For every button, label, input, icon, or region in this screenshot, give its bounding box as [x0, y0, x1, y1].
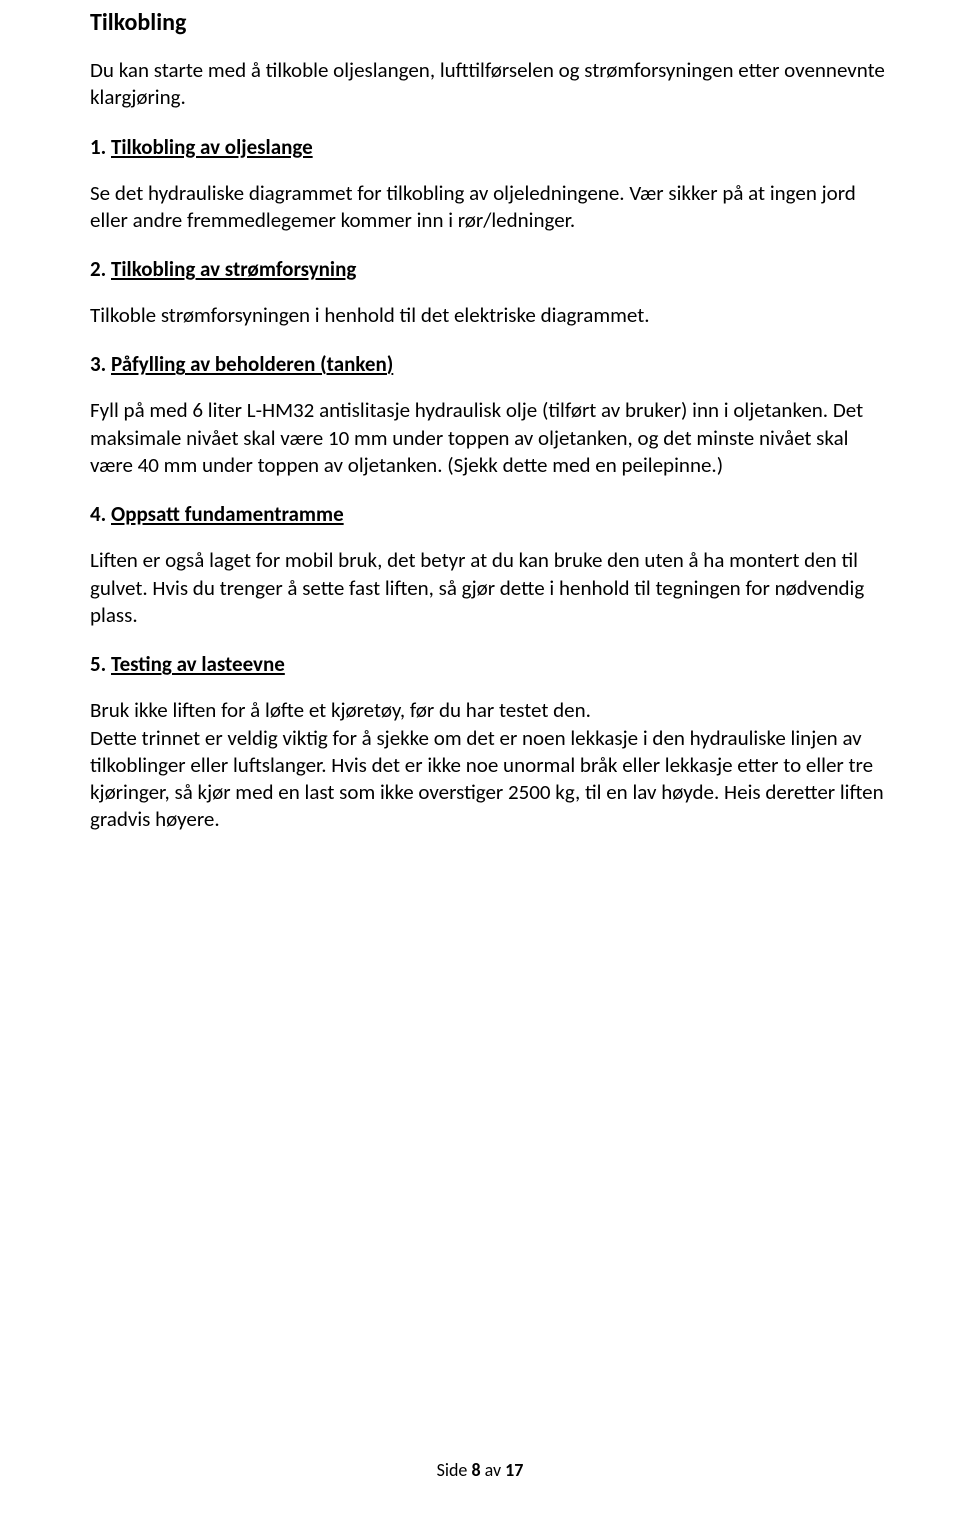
section3-heading: 3. Påfylling av beholderen (tanken): [90, 351, 890, 377]
footer-post: av: [481, 1459, 506, 1481]
section1-title: Tilkobling av oljeslange: [111, 134, 313, 160]
section1-heading: 1. Tilkobling av oljeslange: [90, 134, 890, 160]
section4-heading: 4. Oppsatt fundamentramme: [90, 501, 890, 527]
section3-number: 3.: [90, 351, 111, 377]
section4-title: Oppsatt fundamentramme: [111, 501, 344, 527]
section3-title: Påfylling av beholderen (tanken): [111, 351, 393, 377]
section5-title: Testing av lasteevne: [111, 651, 285, 677]
section5-body: Bruk ikke liften for å løfte et kjøretøy…: [90, 697, 890, 833]
section1-number: 1.: [90, 134, 111, 160]
section2-title: Tilkobling av strømforsyning: [111, 256, 356, 282]
intro-paragraph: Du kan starte med å tilkoble oljeslangen…: [90, 57, 890, 112]
section2-heading: 2. Tilkobling av strømforsyning: [90, 256, 890, 282]
page-footer: Side 8 av 17: [0, 1459, 960, 1481]
section3-body: Fyll på med 6 liter L-HM32 antislitasje …: [90, 397, 890, 479]
section2-number: 2.: [90, 256, 111, 282]
section4-number: 4.: [90, 501, 111, 527]
footer-page-number: 8: [471, 1459, 480, 1481]
section5-number: 5.: [90, 651, 111, 677]
section2-body: Tilkoble strømforsyningen i henhold til …: [90, 302, 890, 329]
heading-main: Tilkobling: [90, 8, 890, 37]
section5-heading: 5. Testing av lasteevne: [90, 651, 890, 677]
document-page: Tilkobling Du kan starte med å tilkoble …: [0, 0, 960, 1521]
footer-pre: Side: [437, 1459, 472, 1481]
section1-body: Se det hydrauliske diagrammet for tilkob…: [90, 180, 890, 235]
footer-total-pages: 17: [505, 1459, 523, 1481]
section4-body: Liften er også laget for mobil bruk, det…: [90, 547, 890, 629]
